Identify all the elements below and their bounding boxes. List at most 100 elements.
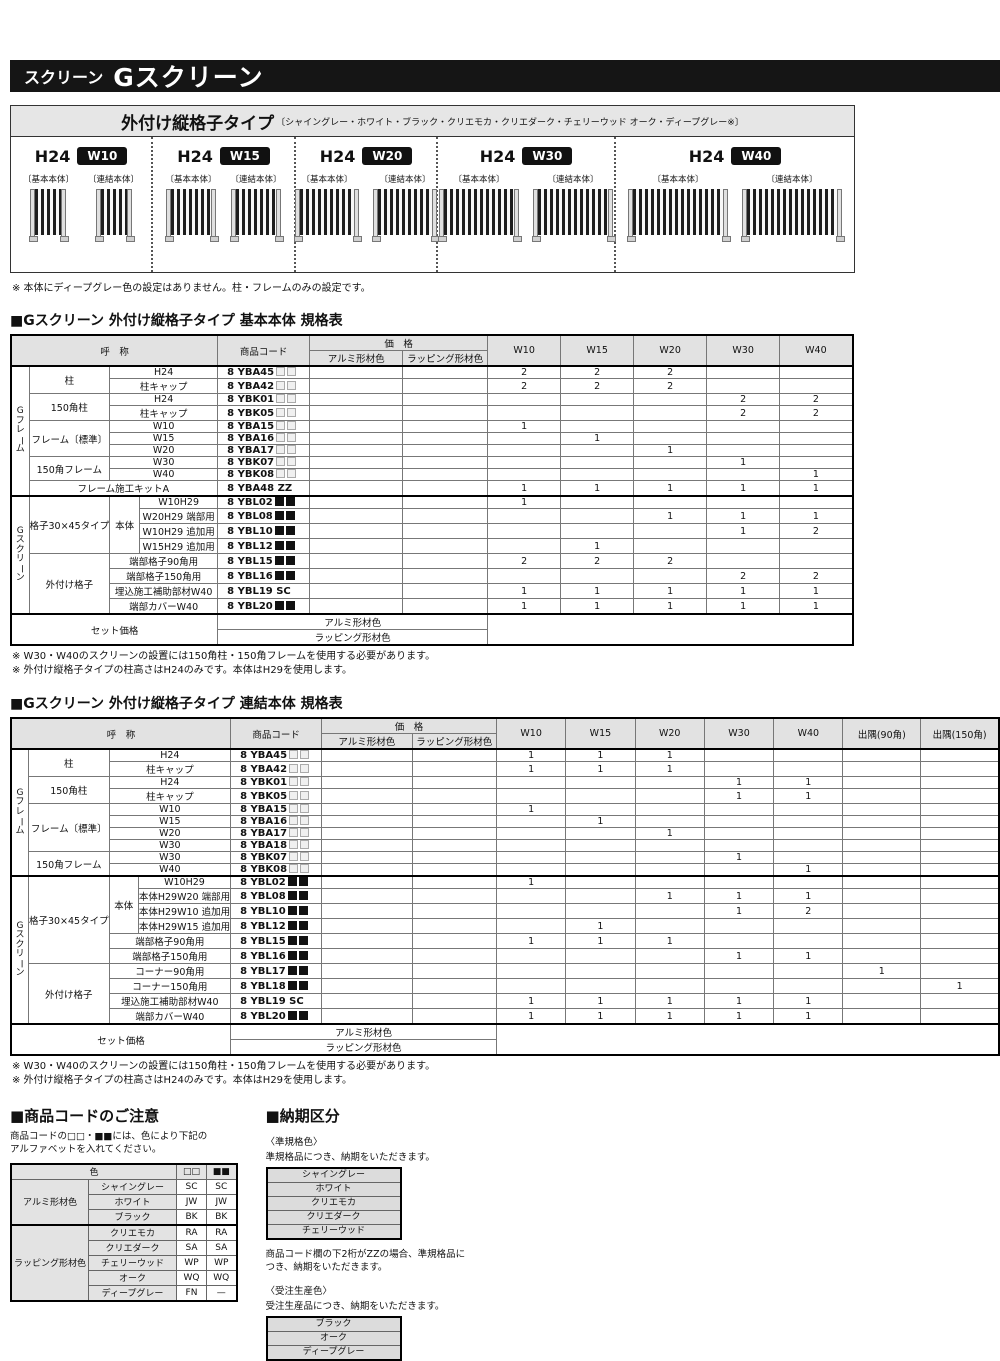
filled-box-glyph [287,877,297,886]
vertical-char: ン [15,967,25,978]
qty-cell: 2 [560,553,635,569]
post-graphic [741,189,750,242]
qty-cell [633,538,708,554]
qty-cell [842,851,922,864]
empty-box-glyph [300,840,310,849]
qty-cell [633,405,708,421]
empty-box-glyph [287,394,297,403]
price-wrap-cell [411,815,497,828]
price-wrap-cell [411,863,497,877]
empty-box-glyph [287,421,297,430]
vertical-char: ム [15,825,25,836]
vertical-char: ス [15,930,25,941]
qty-cell [842,803,922,816]
name-cell: 埋込施工補助部材W40 [109,583,219,599]
filled-box-glyph [274,497,284,506]
panel-units: 〔基本本体〕 〔連結本体〕 [438,173,616,242]
page-title-bar: スクリーン Gスクリーン [10,60,1000,92]
spec-row: 柱キャップ 8 YBA42 1 1 1 [11,761,1000,777]
qty-cell [920,875,1000,889]
color-code-table: 色 □□ ■■ アルミ形材色 シャイングレー SC SC ホワイト JW JW ブラック BK BK ラッ… [10,1162,238,1302]
filled-box-header: ■■ [206,1163,238,1180]
color-list-item: ホワイト [267,1182,400,1196]
unit-label: 〔連結本体〕 [547,175,599,185]
product-code-cell: 8 YBK07 [230,851,323,864]
qty-cell: 1 [565,918,636,934]
name-cell: W10H29 [137,875,232,889]
vertical-char: リ [15,554,25,564]
qty-cell: 1 [487,583,562,599]
qty-cell [842,933,922,949]
vertical-char: ク [15,939,25,950]
empty-box-glyph [300,804,310,813]
name-cell: W40 [108,863,232,877]
price-wrap-cell [411,875,497,889]
vertical-char: レ [15,806,25,817]
color-name-cell: ブラック [88,1208,178,1226]
qty-cell: 1 [703,851,775,864]
filled-box-glyph [274,570,284,580]
price-alumi-cell [321,839,413,852]
color-group-label: ラッピング形材色 [10,1224,90,1302]
price-wrap-cell [402,432,489,445]
qty-cell [565,776,636,789]
qty-cell: 1 [703,776,775,789]
empty-box-glyph [287,469,297,478]
qty-cell [633,568,708,584]
name-cell: H24 [109,365,219,379]
empty-box-glyph [289,790,299,800]
panel-head: H24 W15 [153,145,294,167]
price-wrap-cell [402,393,489,406]
code2-cell: WQ [206,1269,238,1286]
name-cell: W10H29 [139,495,219,509]
panel-units: 〔基本本体〕 〔連結本体〕 [11,173,151,242]
post-graphic [209,189,219,242]
qty-cell: 2 [779,405,854,421]
width-column-header: W30 [706,334,781,367]
name-cell: W15 [108,815,232,828]
filled-box-glyph [287,905,297,915]
product-code-cell: 8 YBA45 [217,365,311,379]
qty-cell [633,495,708,509]
qty-cell [773,827,844,840]
set-price-row: ラッピング形材色 [11,1039,999,1056]
vertical-char: ー [15,564,26,574]
price-wrap-cell [402,468,489,481]
name-cell: W15 [109,432,219,445]
qty-cell [920,851,1000,864]
unit-label: 〔基本本体〕 [22,175,74,185]
qty-cell: 1 [706,508,781,524]
empty-box-glyph [300,763,310,773]
qty-cell: 1 [565,993,636,1009]
code1-cell: RA [176,1224,208,1241]
qty-cell [773,851,844,864]
qty-cell [773,803,844,816]
price-alumi-cell [309,432,404,445]
code1-cell: BK [176,1208,208,1226]
qty-cell: 2 [773,903,844,919]
qty-cell [842,788,922,804]
filled-box-glyph [287,935,297,945]
price-alumi-cell [309,508,404,524]
vertical-char: ー [15,817,26,827]
qty-cell: 1 [495,761,567,777]
qty-cell [773,978,844,994]
spec-row: 端部格子150角用 8 YBL16 2 2 [11,568,854,584]
spec-row: 本体H29W20 端部用 8 YBL08 1 1 1 [11,888,1000,904]
qty-cell [565,888,636,904]
qty-cell [495,788,567,804]
panel-units: 〔基本本体〕 〔連結本体〕 [153,173,294,242]
slats-graphic [170,189,211,235]
unit-label: 〔基本本体〕 [301,175,353,185]
price-alumi-cell [309,444,404,457]
qty-cell: 1 [634,827,705,840]
basic-table-title: ■Gスクリーン 外付け縦格子タイプ 基本本体 規格表 [10,313,343,329]
qty-cell: 1 [495,803,567,816]
qty-cell [703,815,775,828]
spec-row: W40 8 YBK08 1 [11,863,1000,877]
product-code-cell: 8 YBA15 [230,803,323,816]
qty-cell: 1 [565,933,636,949]
price-wrap-cell [402,553,489,569]
post-graphic [532,189,541,242]
